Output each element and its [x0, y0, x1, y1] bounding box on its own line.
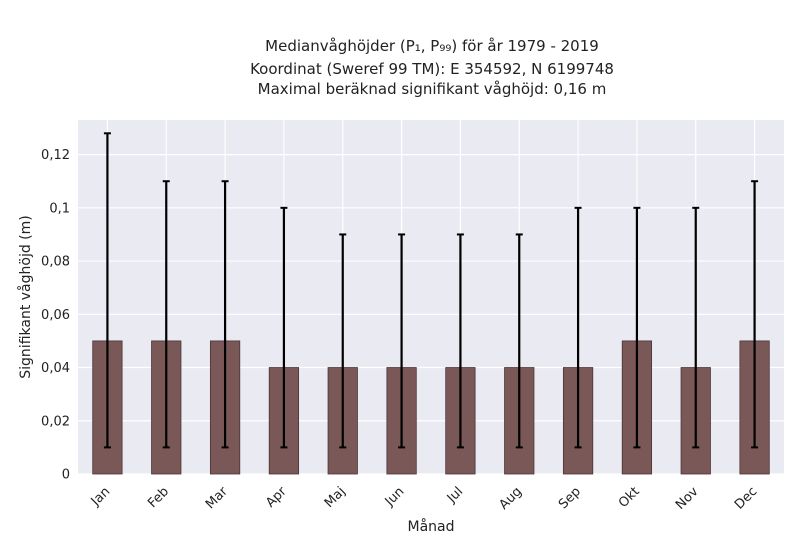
y-tick-label: 0,1	[49, 201, 70, 216]
error-bar-aug	[515, 233, 523, 449]
title-line-3: Maximal beräknad signifikant våghöjd: 0,…	[258, 80, 607, 98]
y-tick-label: 0,08	[41, 255, 70, 270]
error-bar-feb	[162, 180, 170, 449]
x-tick-label: Okt	[616, 484, 643, 511]
error-bar-jun	[398, 233, 406, 449]
error-bar-sep	[574, 206, 582, 449]
error-bar-maj	[339, 233, 347, 449]
error-bar-jan	[103, 132, 111, 449]
y-tick-label: 0,12	[41, 148, 70, 163]
y-axis-label: Signifikant våghöjd (m)	[17, 215, 34, 378]
x-axis-label: Månad	[408, 518, 455, 535]
y-tick-label: 0,02	[41, 414, 70, 429]
x-tick-label: Sep	[556, 484, 584, 512]
plot-area	[78, 120, 784, 474]
x-tick-label: Dec	[732, 484, 760, 512]
x-tick-label: Nov	[673, 484, 702, 513]
error-bars	[103, 132, 759, 449]
x-tick-label: Jan	[88, 484, 113, 509]
x-tick-label: Mar	[203, 484, 231, 512]
error-bar-apr	[280, 206, 288, 449]
x-tick-label: Jun	[382, 484, 408, 510]
x-tick-label: Feb	[145, 484, 172, 511]
x-tick-label: Maj	[322, 484, 349, 511]
title-line-2: Koordinat (Sweref 99 TM): E 354592, N 61…	[250, 60, 614, 78]
x-tick-label: Jul	[444, 484, 466, 506]
chart-title: Medianvåghöjder (P₁, P₉₉) för år 1979 - …	[250, 37, 614, 98]
error-bar-okt	[633, 206, 641, 449]
y-axis-ticks: 0 0,02 0,04 0,06 0,08 0,1 0,12	[41, 148, 70, 482]
x-tick-label: Aug	[497, 484, 526, 513]
y-tick-label: 0	[62, 468, 70, 483]
y-tick-label: 0,06	[41, 308, 70, 323]
x-axis-ticks: Jan Feb Mar Apr Maj Jun Jul Aug Sep Okt Nov Dec	[88, 484, 761, 513]
error-bar-mar	[221, 180, 229, 449]
title-line-1: Medianvåghöjder (P₁, P₉₉) för år 1979 - …	[265, 37, 599, 55]
error-bar-nov	[692, 206, 700, 449]
x-tick-label: Apr	[263, 484, 290, 511]
error-bar-jul	[456, 233, 464, 449]
y-tick-label: 0,04	[41, 361, 70, 376]
error-bar-dec	[751, 180, 759, 449]
